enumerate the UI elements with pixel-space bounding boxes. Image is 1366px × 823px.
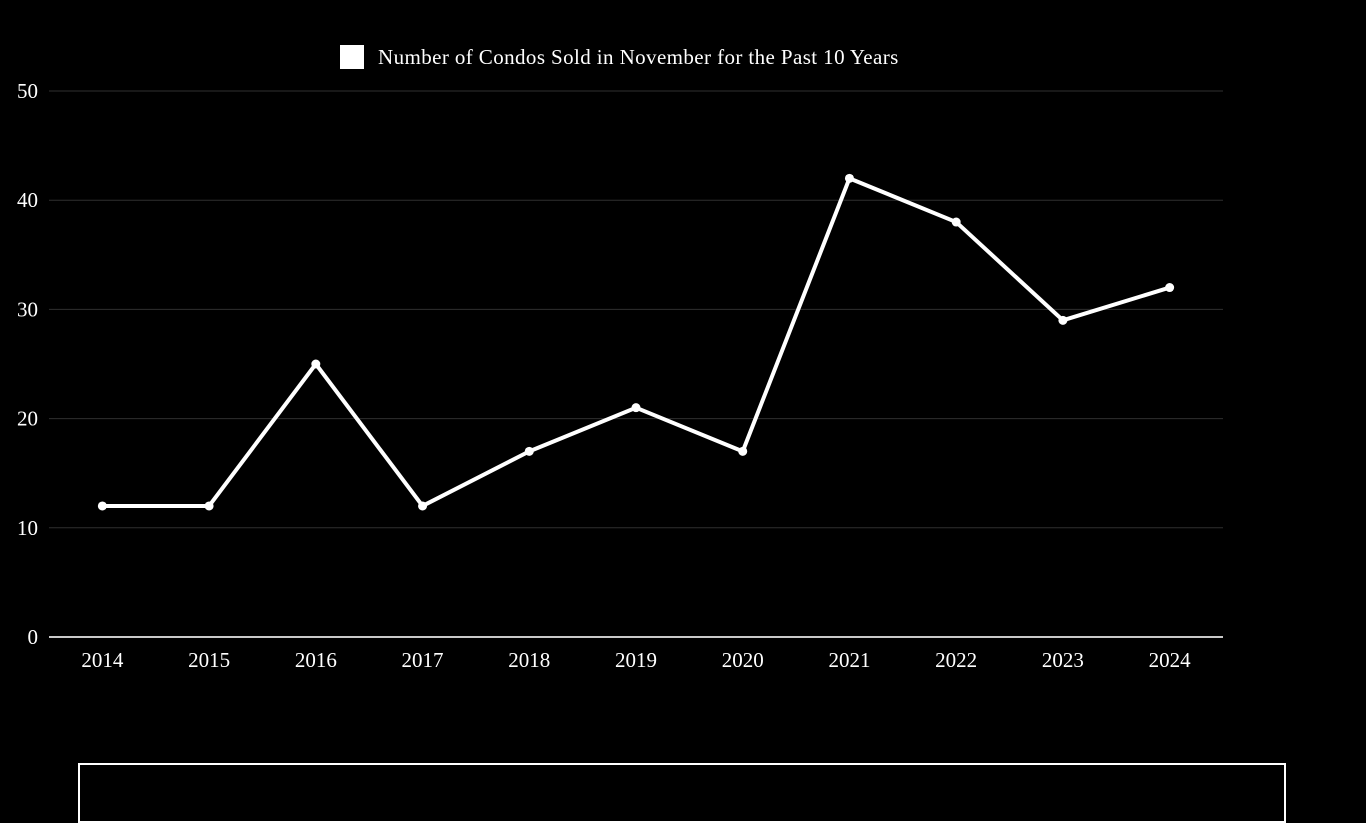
x-tick-label: 2018 [508,648,550,672]
x-tick-label: 2022 [935,648,977,672]
x-tick-label: 2019 [615,648,657,672]
x-tick-label: 2016 [295,648,337,672]
legend-swatch [340,45,364,69]
chart-area: 0 10 20 30 40 50 2014 2015 2016 2017 2018 2019 2020 2… [17,45,1286,823]
legend-label: Number of Condos Sold in November for th… [378,45,899,69]
x-tick-label: 2024 [1149,648,1192,672]
data-point-2016 [311,359,321,369]
x-tick-label: 2020 [722,648,764,672]
data-point-2020 [738,446,748,456]
chart-legend[interactable]: Number of Condos Sold in November for th… [340,45,899,69]
y-tick-label: 30 [17,297,38,321]
data-point-2018 [524,446,534,456]
data-point-2014 [97,501,107,511]
y-tick-label: 50 [17,79,38,103]
data-point-2019 [631,403,641,413]
y-tick-label: 40 [17,188,38,212]
data-point-2017 [418,501,428,511]
x-tick-label: 2017 [402,648,444,672]
partial-bottom-box [78,763,1286,823]
x-tick-label: 2023 [1042,648,1084,672]
x-tick-label: 2021 [828,648,870,672]
data-point-2015 [204,501,214,511]
x-tick-label: 2015 [188,648,230,672]
y-tick-label: 0 [28,625,39,649]
y-tick-label: 10 [17,516,38,540]
series-line [100,176,1172,508]
data-point-2024 [1165,283,1175,293]
data-point-2022 [951,217,961,227]
y-tick-label: 20 [17,407,38,431]
line-chart: 0 10 20 30 40 50 2014 2015 2016 2017 2018 2019 2020 2… [17,79,1223,672]
data-point-2021 [844,173,854,183]
x-tick-label: 2014 [81,648,124,672]
data-point-2023 [1058,315,1068,325]
